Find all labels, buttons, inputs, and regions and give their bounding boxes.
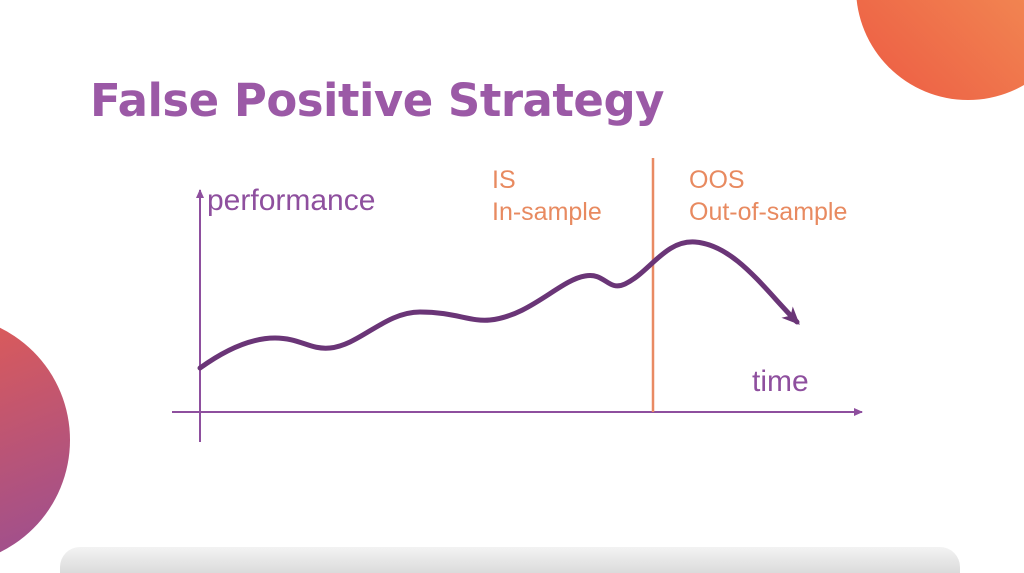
slide-title: False Positive Strategy — [90, 74, 664, 127]
decor-circle-left — [0, 327, 70, 553]
x-axis-label: time — [752, 365, 809, 398]
y-axis-label: performance — [207, 184, 376, 217]
in-sample-abbrev: IS — [492, 166, 516, 194]
in-sample-label: In-sample — [492, 198, 602, 226]
out-of-sample-label: Out-of-sample — [689, 198, 848, 226]
out-of-sample-abbrev: OOS — [689, 166, 745, 194]
performance-curve — [197, 239, 800, 371]
decor-circle-top-right — [856, 0, 1024, 100]
bottom-shadow — [60, 547, 960, 573]
